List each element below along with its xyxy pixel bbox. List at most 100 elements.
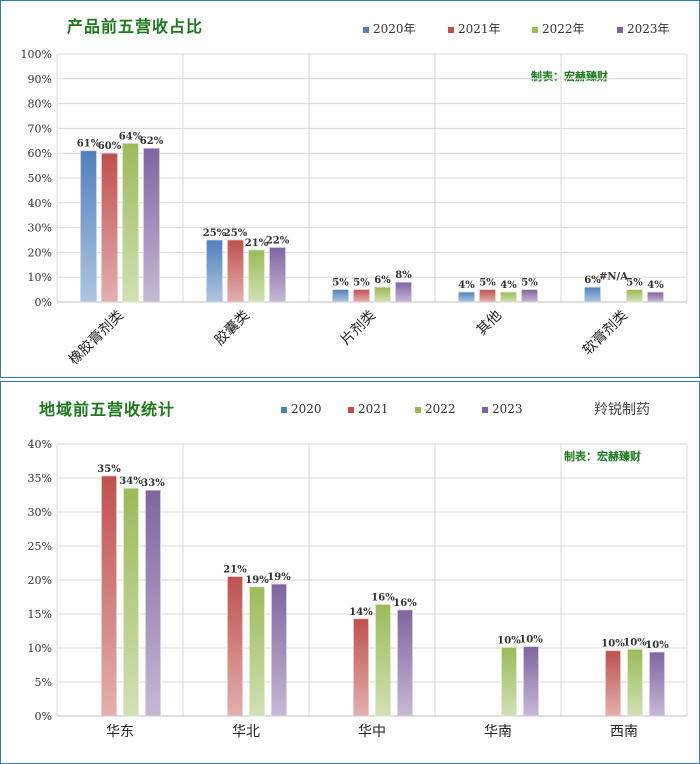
data-label: 5% bbox=[521, 278, 538, 289]
data-label: 4% bbox=[458, 280, 475, 291]
data-label: 25% bbox=[203, 228, 227, 239]
x-tick-label: 华东 bbox=[106, 724, 134, 740]
y-tick-label: 20% bbox=[28, 574, 52, 587]
data-label: 10% bbox=[497, 635, 521, 646]
x-tick-label: 其他 bbox=[474, 308, 505, 339]
data-label: 10% bbox=[645, 640, 669, 651]
legend-item-2021: 2021年 bbox=[448, 20, 501, 37]
legend-swatch bbox=[363, 26, 369, 33]
bar bbox=[145, 489, 161, 717]
legend-item-2023: 2023年 bbox=[617, 20, 670, 37]
chart-title: 地域前五营收统计 bbox=[39, 400, 176, 419]
bar bbox=[353, 289, 370, 303]
y-tick-label: 70% bbox=[28, 122, 52, 135]
y-tick-label: 40% bbox=[28, 197, 52, 210]
data-label: 21% bbox=[223, 565, 247, 576]
bar bbox=[397, 609, 413, 717]
bar bbox=[375, 604, 391, 717]
data-label: 8% bbox=[395, 270, 412, 281]
data-label: 5% bbox=[626, 278, 643, 289]
y-tick-label: 100% bbox=[21, 48, 52, 61]
chart-title: 产品前五营收占比 bbox=[67, 17, 204, 36]
legend-label: 2022年 bbox=[542, 22, 585, 36]
bar bbox=[227, 576, 243, 717]
data-label: 25% bbox=[224, 228, 248, 239]
data-label: 61% bbox=[77, 139, 101, 150]
legend-item-2022: 2022 bbox=[415, 402, 456, 416]
product-bar-chart: 0%10%20%30%40%50%60%70%80%90%100%61%60%6… bbox=[21, 48, 688, 368]
data-label: 10% bbox=[623, 637, 647, 648]
data-label: 16% bbox=[371, 592, 395, 603]
data-label: 6% bbox=[584, 275, 601, 286]
bar bbox=[458, 291, 475, 303]
legend-item-2020: 2020年 bbox=[363, 20, 416, 37]
bar bbox=[249, 586, 265, 717]
data-label: 21% bbox=[245, 238, 269, 249]
data-label: 10% bbox=[519, 635, 543, 646]
y-tick-label: 5% bbox=[35, 676, 52, 689]
legend-item-2021: 2021 bbox=[348, 402, 389, 416]
data-label: 62% bbox=[140, 136, 164, 147]
bar bbox=[206, 239, 223, 303]
legend-swatch bbox=[482, 406, 488, 413]
legend-swatch bbox=[532, 26, 538, 33]
legend-label: 2023年 bbox=[627, 22, 670, 36]
legend-label: 2021年 bbox=[458, 22, 501, 36]
bar bbox=[143, 147, 160, 303]
legend-label: 2022 bbox=[425, 402, 456, 416]
bar bbox=[479, 289, 496, 303]
y-tick-label: 60% bbox=[28, 147, 52, 160]
bar bbox=[123, 487, 139, 717]
legend-swatch bbox=[348, 406, 354, 413]
region-revenue-panel: 地域前五营收统计 2020 2021 2022 2023 羚锐制药 制表：宏赫臻… bbox=[0, 381, 700, 764]
data-label: 5% bbox=[479, 278, 496, 289]
data-label: 60% bbox=[98, 141, 122, 152]
x-tick-label: 胶囊类 bbox=[211, 307, 253, 349]
y-tick-label: 25% bbox=[28, 540, 52, 553]
data-label: 19% bbox=[245, 575, 269, 586]
data-label: 64% bbox=[119, 131, 143, 142]
y-tick-label: 30% bbox=[28, 506, 52, 519]
y-tick-label: 10% bbox=[28, 642, 52, 655]
region-bar-chart: 0%5%10%15%20%25%30%35%40%35%34%33%华东21%1… bbox=[28, 438, 688, 740]
y-tick-label: 0% bbox=[35, 710, 52, 723]
legend-swatch bbox=[415, 406, 421, 413]
data-label: 5% bbox=[353, 278, 370, 289]
bar bbox=[332, 289, 349, 303]
legend-swatch bbox=[448, 26, 454, 33]
data-label: 19% bbox=[267, 572, 291, 583]
bar bbox=[271, 583, 287, 717]
bar bbox=[353, 618, 369, 717]
y-tick-label: 80% bbox=[28, 98, 52, 111]
y-tick-label: 30% bbox=[28, 222, 52, 235]
bar bbox=[80, 150, 97, 303]
bar bbox=[101, 152, 118, 303]
bar bbox=[626, 289, 643, 303]
legend-item-2022: 2022年 bbox=[532, 20, 585, 37]
data-label: 16% bbox=[393, 598, 417, 609]
company-name: 羚锐制药 bbox=[594, 402, 650, 418]
data-label: 5% bbox=[332, 278, 349, 289]
y-tick-label: 0% bbox=[35, 296, 52, 309]
x-tick-label: 华中 bbox=[358, 724, 386, 740]
bar bbox=[605, 650, 621, 717]
data-label: 35% bbox=[97, 464, 121, 475]
bar bbox=[627, 648, 643, 717]
x-tick-label: 华南 bbox=[484, 724, 512, 740]
product-revenue-panel: 产品前五营收占比 2020年 2021年 2022年 2023年 制表：宏赫臻财… bbox=[0, 0, 700, 378]
bar bbox=[374, 286, 391, 303]
y-tick-label: 90% bbox=[28, 73, 52, 86]
bar bbox=[500, 291, 517, 303]
data-label: 6% bbox=[374, 275, 391, 286]
legend-label: 2023 bbox=[492, 402, 523, 416]
x-tick-label: 西南 bbox=[610, 724, 638, 740]
y-tick-label: 10% bbox=[28, 271, 52, 284]
legend-label: 2020年 bbox=[373, 22, 416, 36]
bar bbox=[521, 289, 538, 303]
data-label: 14% bbox=[349, 607, 373, 618]
y-tick-label: 50% bbox=[28, 172, 52, 185]
bar bbox=[101, 475, 117, 717]
data-label: 4% bbox=[647, 280, 664, 291]
bar bbox=[269, 247, 286, 303]
bar bbox=[647, 291, 664, 303]
